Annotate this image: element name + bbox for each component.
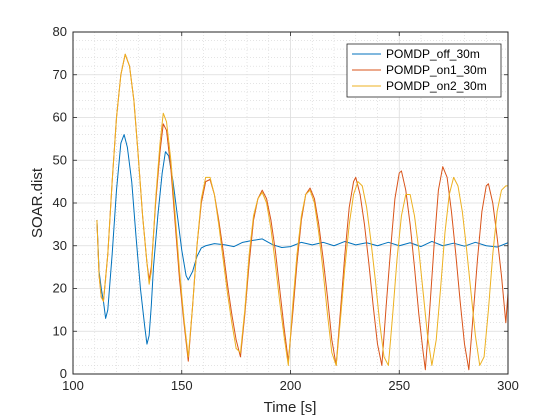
x-tick-label: 100 [62, 378, 84, 393]
axis-ticks [72, 31, 509, 375]
x-axis-label: Time [s] [264, 399, 317, 416]
legend-label-off: POMDP_off_30m [386, 47, 480, 61]
x-tick-labels: 100 150 200 250 300 [62, 378, 519, 393]
legend-label-on2: POMDP_on2_30m [386, 79, 487, 93]
legend: POMDP_off_30m POMDP_on1_30m POMDP_on2_30… [346, 43, 502, 98]
y-tick-label: 60 [53, 110, 67, 125]
series-line-on2 [96, 53, 508, 366]
y-tick-label: 20 [53, 281, 67, 296]
y-tick-label: 10 [53, 323, 67, 338]
y-tick-label: 80 [53, 24, 67, 39]
x-tick-label: 150 [171, 378, 193, 393]
y-tick-label: 30 [53, 238, 67, 253]
y-tick-label: 40 [53, 195, 67, 210]
legend-label-on1: POMDP_on1_30m [386, 63, 487, 77]
y-axis-label: SOAR.dist [29, 167, 46, 238]
series-line-off [96, 134, 509, 345]
series-layer [96, 53, 509, 371]
y-tick-labels: 0 10 20 30 40 50 60 70 80 [53, 24, 67, 381]
y-tick-label: 50 [53, 152, 67, 167]
y-tick-label: 0 [60, 366, 67, 381]
x-tick-label: 200 [280, 378, 302, 393]
x-tick-label: 300 [497, 378, 519, 393]
x-tick-label: 250 [388, 378, 410, 393]
y-tick-label: 70 [53, 67, 67, 82]
